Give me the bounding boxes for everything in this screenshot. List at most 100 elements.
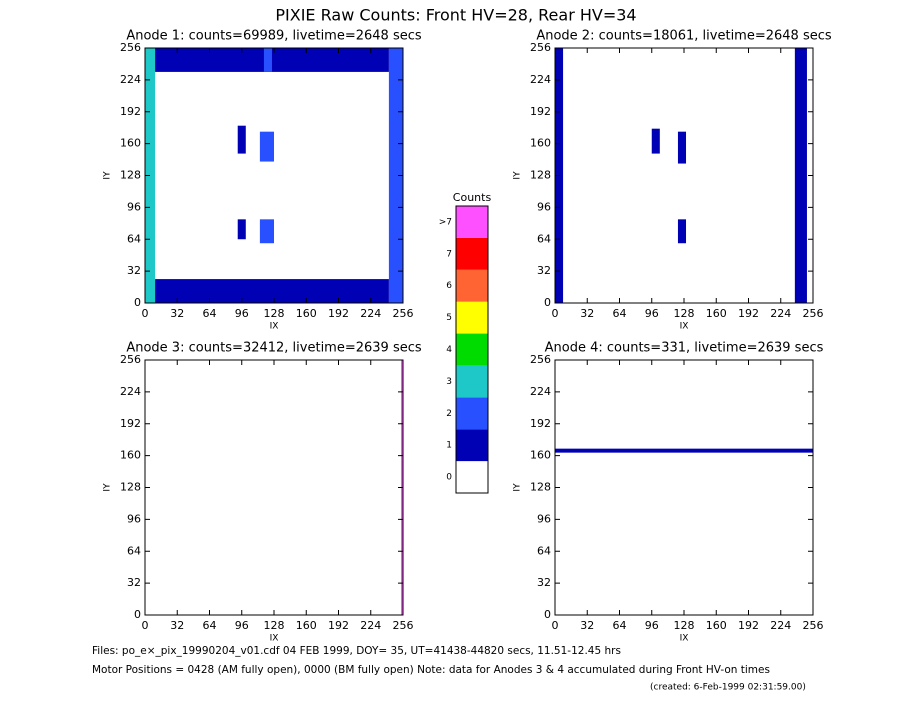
x-tick-label: 192 (328, 619, 349, 632)
y-tick-label: 256 (120, 353, 141, 366)
y-tick-label: 128 (120, 169, 141, 182)
y-axis-label: IY (103, 483, 113, 492)
colorbar-label: >7 (439, 217, 452, 227)
x-tick-label: 64 (203, 307, 217, 320)
colorbar-label: 0 (446, 473, 452, 483)
x-tick-label: 160 (296, 307, 317, 320)
y-tick-label: 64 (537, 232, 551, 245)
colorbar-label: 7 (446, 249, 452, 259)
y-tick-label: 192 (530, 105, 551, 118)
x-tick-label: 32 (580, 307, 594, 320)
count-region (555, 448, 813, 453)
colorbar-swatch (456, 237, 488, 270)
y-tick-label: 256 (120, 41, 141, 54)
y-tick-label: 64 (127, 544, 141, 557)
y-tick-label: 32 (537, 264, 551, 277)
x-tick-label: 256 (803, 307, 824, 320)
x-tick-label: 128 (264, 307, 285, 320)
x-tick-label: 256 (803, 619, 824, 632)
colorbar-swatch (456, 333, 488, 366)
y-tick-label: 128 (530, 169, 551, 182)
y-tick-label: 192 (120, 105, 141, 118)
x-tick-label: 160 (706, 307, 727, 320)
x-tick-label: 0 (552, 307, 559, 320)
y-tick-label: 192 (120, 417, 141, 430)
count-region (794, 48, 807, 303)
x-tick-label: 0 (142, 307, 149, 320)
y-tick-label: 0 (134, 296, 141, 309)
colorbar-label: 4 (446, 345, 452, 355)
colorbar-swatch (456, 269, 488, 302)
x-tick-label: 32 (580, 619, 594, 632)
x-tick-label: 96 (235, 619, 249, 632)
y-axis-label: IY (513, 483, 523, 492)
colorbar-swatch (456, 301, 488, 334)
x-tick-label: 96 (235, 307, 249, 320)
count-region (263, 48, 272, 72)
y-tick-label: 64 (537, 544, 551, 557)
y-tick-label: 96 (537, 200, 551, 213)
y-tick-label: 192 (530, 417, 551, 430)
count-region (677, 219, 687, 244)
x-tick-label: 160 (296, 619, 317, 632)
panel-title: Anode 2: counts=18061, livetime=2648 sec… (536, 29, 832, 44)
y-tick-label: 96 (127, 200, 141, 213)
colorbar-swatch (456, 397, 488, 430)
x-tick-label: 128 (674, 307, 695, 320)
y-tick-label: 128 (120, 481, 141, 494)
colorbar-label: 3 (446, 377, 452, 387)
y-tick-label: 256 (530, 353, 551, 366)
y-axis-label: IY (103, 171, 113, 180)
plot-frame (554, 359, 814, 616)
count-region (237, 219, 246, 240)
x-tick-label: 128 (674, 619, 695, 632)
y-tick-label: 160 (120, 449, 141, 462)
x-tick-label: 192 (738, 619, 759, 632)
colorbar-title: Counts (453, 191, 492, 204)
y-tick-label: 160 (120, 137, 141, 150)
colorbar-swatch (456, 206, 488, 238)
x-tick-label: 96 (645, 619, 659, 632)
count-region (259, 219, 274, 244)
count-region (677, 131, 687, 164)
y-tick-label: 224 (120, 385, 141, 398)
x-tick-label: 192 (328, 307, 349, 320)
x-tick-label: 0 (142, 619, 149, 632)
footer-line: Files: po_e×_pix_19990204_v01.cdf 04 FEB… (92, 645, 621, 657)
x-tick-label: 64 (613, 619, 627, 632)
x-tick-label: 64 (613, 307, 627, 320)
x-tick-label: 224 (770, 619, 791, 632)
colorbar-label: 1 (446, 441, 452, 451)
panel-title: Anode 3: counts=32412, livetime=2639 sec… (126, 341, 422, 356)
x-tick-label: 256 (393, 619, 414, 632)
y-tick-label: 32 (127, 576, 141, 589)
colorbar-label: 6 (446, 281, 452, 291)
count-region (259, 131, 274, 162)
footer-line: Motor Positions = 0428 (AM fully open), … (92, 664, 770, 676)
x-axis-label: IX (680, 634, 689, 644)
y-tick-label: 160 (530, 137, 551, 150)
x-tick-label: 224 (770, 307, 791, 320)
y-tick-label: 256 (530, 41, 551, 54)
y-tick-label: 0 (134, 608, 141, 621)
y-tick-label: 32 (537, 576, 551, 589)
colorbar-swatch (456, 461, 488, 493)
plot-frame (554, 47, 814, 304)
x-tick-label: 128 (264, 619, 285, 632)
x-tick-label: 224 (360, 307, 381, 320)
x-tick-label: 32 (170, 307, 184, 320)
plot-frame (144, 359, 404, 616)
y-tick-label: 160 (530, 449, 551, 462)
created-note: (created: 6-Feb-1999 02:31:59.00) (650, 683, 806, 693)
y-tick-label: 0 (544, 608, 551, 621)
x-tick-label: 32 (170, 619, 184, 632)
count-region (651, 128, 660, 154)
y-axis-label: IY (513, 171, 523, 180)
y-tick-label: 224 (530, 73, 551, 86)
chart-title: PIXIE Raw Counts: Front HV=28, Rear HV=3… (275, 6, 636, 25)
y-tick-label: 96 (127, 512, 141, 525)
y-tick-label: 224 (530, 385, 551, 398)
x-tick-label: 224 (360, 619, 381, 632)
y-tick-label: 128 (530, 481, 551, 494)
